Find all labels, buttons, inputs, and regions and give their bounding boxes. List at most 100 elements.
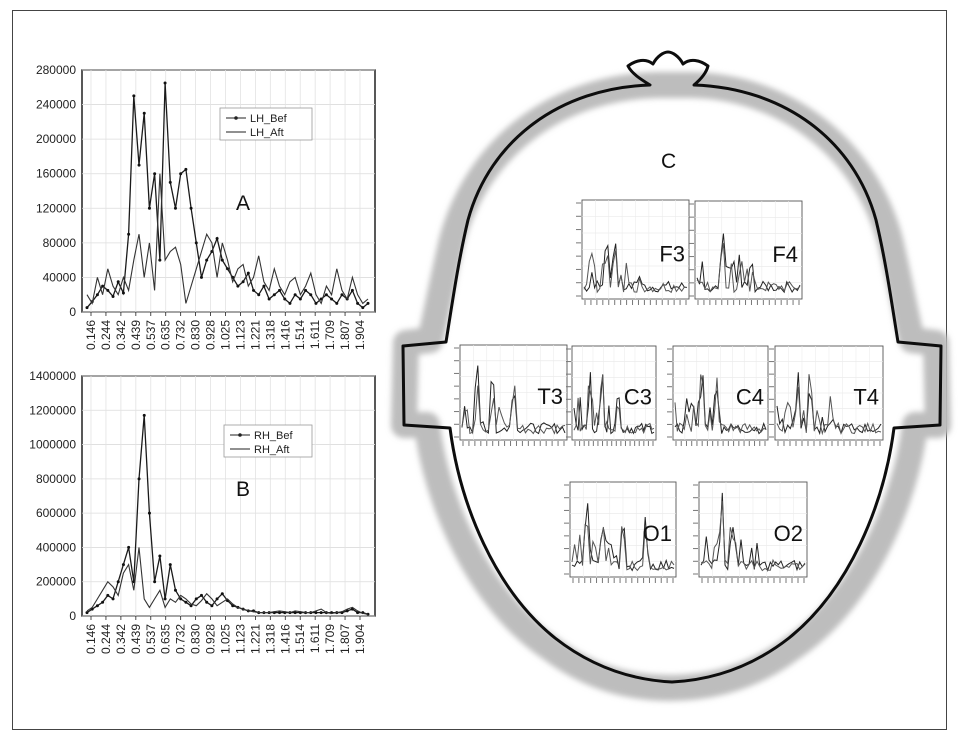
chart-b-x-tick-label: 0.732: [174, 624, 188, 654]
chart-a-legend-label-1: LH_Bef: [250, 113, 288, 125]
chart-a-point: [278, 288, 282, 292]
chart-b: 0 200000 400000 600000 800000 1000000 1200000 1…: [29, 369, 376, 654]
chart-b-x-tick-label: 1.514: [293, 624, 307, 654]
chart-b-point: [293, 611, 297, 615]
electrode-trace-1: [674, 374, 767, 434]
chart-a-point: [194, 241, 198, 245]
chart-b-y-ticks: 0 200000 400000 600000 800000 1000000 1200000 1…: [29, 369, 76, 623]
chart-b-point: [173, 588, 177, 592]
chart-a-legend-label-2: LH_Aft: [250, 127, 284, 139]
chart-a-point: [220, 258, 224, 262]
chart-b-point: [95, 604, 99, 608]
chart-b-point: [158, 554, 162, 558]
head-outline: [401, 50, 943, 684]
chart-b-y-tick-label: 1200000: [29, 403, 76, 417]
chart-a-point: [330, 297, 334, 301]
electrode-trace-1: [461, 385, 566, 435]
chart-b-y-tick-label: 1400000: [29, 369, 76, 383]
chart-b-legend-label-2: RH_Aft: [254, 444, 289, 456]
chart-b-point: [163, 597, 167, 601]
chart-a-x-ticks: 0.146 0.244 0.342 0.439 0.537 0.635 0.732 0.830…: [84, 312, 367, 350]
chart-a-point: [324, 293, 328, 297]
chart-a-x-tick-label: 0.928: [204, 320, 218, 350]
chart-b-point: [278, 611, 282, 615]
chart-a-x-tick-label: 1.025: [219, 320, 233, 350]
chart-a-x-tick-label: 0.635: [159, 320, 173, 350]
electrode-chart-o2: O2: [693, 481, 808, 583]
chart-b-point: [179, 597, 183, 601]
electrode-chart-o1: O1: [564, 481, 677, 583]
chart-a-point: [309, 293, 313, 297]
chart-b-point: [142, 413, 146, 417]
chart-a-point: [173, 206, 177, 210]
chart-a-x-tick-label: 0.439: [129, 320, 143, 350]
chart-b-x-tick-label: 1.807: [338, 624, 352, 654]
chart-a-point: [158, 258, 162, 262]
chart-a-point: [252, 288, 256, 292]
chart-b-point: [189, 604, 193, 608]
chart-a-point: [283, 297, 287, 301]
chart-a-point: [95, 293, 99, 297]
chart-a-x-tick-label: 0.244: [99, 320, 113, 350]
chart-a-series-1: [86, 173, 369, 305]
chart-a-point: [153, 172, 157, 176]
chart-a-point: [293, 293, 297, 297]
chart-a-point: [215, 237, 219, 241]
chart-b-point: [194, 597, 198, 601]
chart-a-point: [361, 306, 365, 310]
chart-a-point: [257, 293, 261, 297]
chart-b-point: [205, 600, 209, 604]
chart-a-point: [226, 267, 229, 271]
chart-b-point: [101, 600, 105, 604]
chart-b-x-tick-label: 0.830: [189, 624, 203, 654]
electrode-trace-1: [573, 374, 655, 435]
chart-a-x-tick-label: 1.611: [308, 320, 322, 349]
chart-a-x-tick-label: 0.146: [84, 320, 98, 350]
chart-a-point: [335, 301, 339, 305]
chart-a-point: [267, 297, 271, 301]
electrode-label-c4: C4: [736, 384, 764, 409]
chart-b-x-tick-label: 1.416: [278, 624, 292, 654]
chart-a-x-tick-label: 1.807: [338, 320, 352, 350]
chart-a-x-tick-label: 1.416: [278, 320, 292, 350]
electrode-chart-t3: T3: [454, 344, 568, 446]
chart-b-y-tick-label: 200000: [36, 575, 76, 589]
chart-a-point: [272, 293, 276, 297]
chart-a-point: [142, 111, 146, 115]
electrode-chart-f4: F4: [689, 200, 803, 305]
chart-b-y-tick-label: 0: [69, 609, 76, 623]
chart-a-point: [241, 280, 245, 284]
chart-b-point: [153, 580, 157, 584]
chart-b-point: [137, 477, 141, 481]
chart-a-point: [121, 291, 125, 295]
chart-a-point: [163, 81, 167, 85]
chart-a-y-tick-label: 200000: [36, 132, 76, 146]
electrode-label-f4: F4: [772, 242, 798, 267]
chart-a-point: [236, 284, 240, 288]
chart-b-x-tick-label: 0.244: [99, 624, 113, 654]
chart-a-point: [314, 301, 318, 305]
chart-b-x-tick-label: 0.635: [159, 624, 173, 654]
chart-a-x-tick-label: 0.732: [174, 320, 188, 350]
chart-a-point: [199, 275, 203, 279]
chart-b-x-tick-label: 0.146: [84, 624, 98, 654]
chart-a-point: [288, 301, 292, 305]
chart-b-x-tick-label: 1.904: [353, 624, 367, 654]
chart-b-point: [116, 580, 120, 584]
chart-a-point: [132, 94, 136, 98]
electrode-trace-0: [583, 243, 688, 293]
chart-b-legend-label-1: RH_Bef: [254, 430, 293, 442]
chart-b-point: [127, 545, 131, 549]
electrode-trace-1: [571, 523, 675, 572]
chart-b-x-tick-label: 0.537: [144, 624, 158, 654]
chart-b-point: [215, 597, 219, 601]
chart-b-x-ticks: 0.146 0.244 0.342 0.439 0.537 0.635 0.732 0.830…: [84, 616, 367, 654]
chart-a-legend-marker-1: [234, 116, 238, 120]
chart-a-point: [366, 301, 370, 305]
chart-a-y-tick-label: 160000: [36, 167, 76, 181]
chart-b-y-tick-label: 600000: [36, 506, 76, 520]
electrode-chart-f3: F3: [576, 199, 690, 305]
chart-a-x-tick-label: 1.709: [323, 320, 337, 350]
chart-b-x-tick-label: 1.318: [263, 624, 277, 654]
